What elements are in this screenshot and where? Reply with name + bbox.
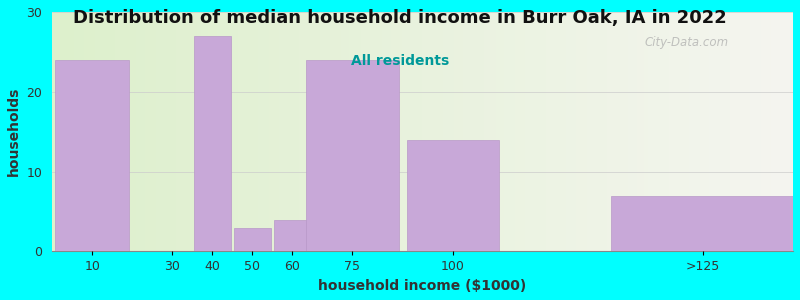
Bar bbox=[406, 140, 498, 251]
Text: Distribution of median household income in Burr Oak, IA in 2022: Distribution of median household income … bbox=[73, 9, 727, 27]
Bar bbox=[611, 196, 795, 251]
Bar bbox=[274, 220, 311, 251]
Bar bbox=[55, 60, 129, 251]
X-axis label: household income ($1000): household income ($1000) bbox=[318, 279, 526, 293]
Bar bbox=[194, 36, 230, 251]
Text: City-Data.com: City-Data.com bbox=[645, 36, 729, 49]
Bar bbox=[234, 227, 270, 251]
Y-axis label: households: households bbox=[7, 87, 21, 176]
Text: All residents: All residents bbox=[351, 54, 449, 68]
Bar bbox=[306, 60, 398, 251]
